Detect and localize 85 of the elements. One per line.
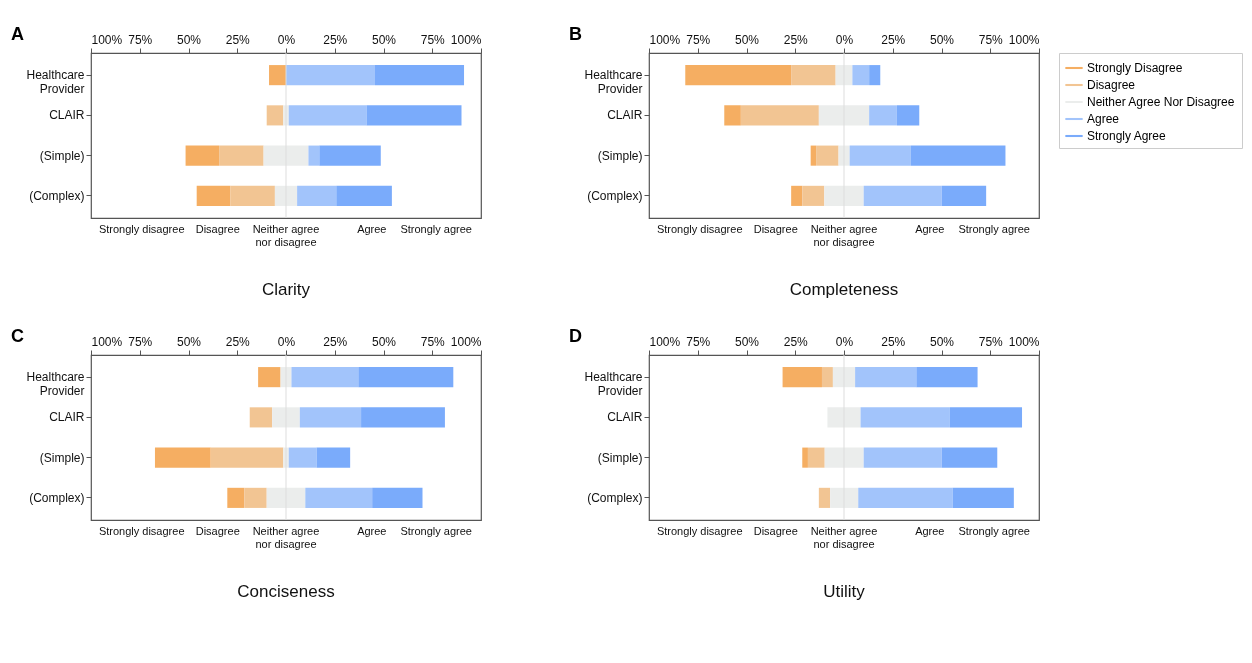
y-tick-label: (Simple) [597, 450, 643, 465]
y-tick-label: Healthcare Provider [26, 68, 85, 97]
text: Neither agree nor disagree [810, 525, 878, 550]
x-tick-label: 75% [686, 32, 711, 47]
x-tick-label: 100% [450, 32, 482, 47]
x-tick-label: 50% [929, 32, 955, 47]
x-tick-label: 75% [420, 32, 446, 47]
x-tick-label: 50% [734, 334, 760, 349]
y-tick-label: (Simple) [39, 148, 85, 163]
text: B [569, 24, 582, 44]
legend-label: Strongly Agree [1087, 129, 1167, 143]
text: D [569, 326, 582, 346]
x-tick-label: 25% [881, 32, 906, 47]
x-tick-label: 100% [1008, 334, 1040, 349]
text: Strongly agree [400, 525, 472, 537]
x-tick-label: 25% [881, 334, 906, 349]
y-tick-label: Healthcare Provider [26, 370, 85, 399]
x-tick-label: 100% [91, 334, 123, 349]
x-tick-label: 75% [128, 32, 153, 47]
text: Neither agree nor disagree [252, 525, 320, 550]
x-tick-label: 75% [128, 334, 153, 349]
text: Neither agree nor disagree [810, 223, 878, 248]
text: Disagree [753, 223, 798, 235]
x-tick-label: 25% [323, 32, 348, 47]
y-tick-label: (Complex) [587, 188, 643, 203]
text: Strongly disagree [98, 223, 185, 235]
y-tick-label: CLAIR [49, 410, 85, 425]
x-tick-label: 0% [835, 32, 854, 47]
x-tick-label: 100% [1008, 32, 1040, 47]
text: Agree [357, 525, 387, 537]
x-tick-label: 50% [371, 334, 397, 349]
legend-label: Neither Agree Nor Disagree [1087, 95, 1235, 109]
x-tick-label: 50% [929, 334, 955, 349]
x-tick-label: 50% [176, 32, 202, 47]
x-tick-label: 75% [978, 334, 1004, 349]
y-tick-label: CLAIR [607, 108, 643, 123]
x-tick-label: 0% [277, 32, 296, 47]
x-tick-label: 75% [978, 32, 1004, 47]
x-tick-label: 50% [734, 32, 760, 47]
x-tick-label: 100% [649, 32, 681, 47]
x-tick-label: 50% [371, 32, 397, 47]
y-tick-label: CLAIR [49, 108, 85, 123]
text: Agree [915, 525, 945, 537]
text: Completeness [789, 280, 899, 299]
text: Strongly disagree [656, 525, 743, 537]
y-tick-label: (Complex) [29, 188, 85, 203]
text: Strongly agree [958, 223, 1030, 235]
x-tick-label: 25% [783, 334, 809, 349]
text: Conciseness [237, 582, 335, 601]
x-tick-label: 100% [91, 32, 123, 47]
legend-label: Agree [1087, 112, 1120, 126]
x-tick-label: 25% [323, 334, 348, 349]
text: Strongly agree [400, 223, 472, 235]
y-tick-label: (Simple) [39, 450, 85, 465]
legend-label: Strongly Disagree [1087, 61, 1183, 75]
legend-label: Disagree [1087, 78, 1136, 92]
x-tick-label: 25% [225, 32, 251, 47]
x-tick-label: 0% [835, 334, 854, 349]
x-tick-label: 25% [225, 334, 251, 349]
text: Clarity [261, 280, 311, 299]
y-tick-label: (Complex) [29, 490, 85, 505]
x-tick-label: 25% [783, 32, 809, 47]
x-tick-label: 75% [420, 334, 446, 349]
text: Agree [357, 223, 387, 235]
y-tick-label: (Simple) [597, 148, 643, 163]
x-tick-label: 100% [649, 334, 681, 349]
x-tick-label: 0% [277, 334, 296, 349]
text: Strongly agree [958, 525, 1030, 537]
text: Disagree [195, 525, 240, 537]
x-tick-label: 100% [450, 334, 482, 349]
text: A [11, 24, 24, 44]
text: Utility [823, 582, 866, 601]
y-tick-label: Healthcare Provider [584, 370, 643, 399]
text: Agree [915, 223, 945, 235]
y-tick-label: CLAIR [607, 410, 643, 425]
text: Neither agree nor disagree [252, 223, 320, 248]
x-tick-label: 50% [176, 334, 202, 349]
x-tick-label: 75% [686, 334, 711, 349]
text: C [11, 326, 24, 346]
text: Strongly disagree [656, 223, 743, 235]
text: Disagree [195, 223, 240, 235]
text: Disagree [753, 525, 798, 537]
y-tick-label: (Complex) [587, 490, 643, 505]
y-tick-label: Healthcare Provider [584, 68, 643, 97]
text: Strongly disagree [98, 525, 185, 537]
